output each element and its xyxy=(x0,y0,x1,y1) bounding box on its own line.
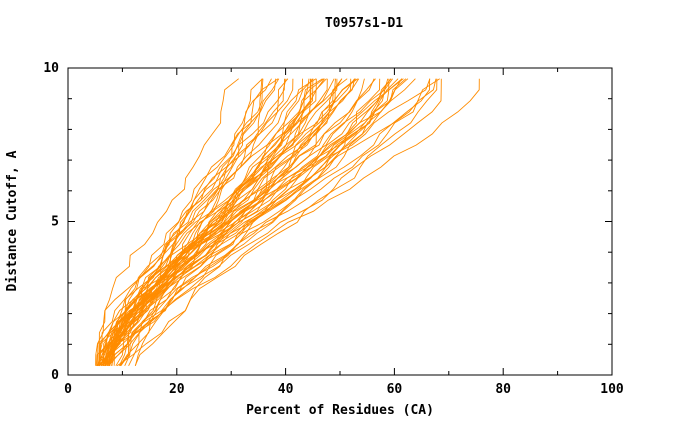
model-accuracy-curve xyxy=(113,78,375,366)
model-accuracy-curve xyxy=(99,78,304,366)
y-tick-label: 0 xyxy=(51,368,59,383)
model-accuracy-curve xyxy=(98,78,239,366)
model-accuracy-curve xyxy=(97,78,399,366)
model-accuracy-curve xyxy=(118,78,365,366)
x-tick-label: 60 xyxy=(387,382,403,397)
model-accuracy-curve xyxy=(108,78,277,366)
model-accuracy-curve xyxy=(101,78,480,367)
axes: 0 20 40 60 80 100 0 5 10 xyxy=(43,61,624,397)
model-accuracy-curve xyxy=(102,78,355,366)
chart-title: T0957s1-D1 xyxy=(325,16,403,31)
y-tick-label: 10 xyxy=(43,61,59,76)
model-accuracy-curve xyxy=(128,78,263,366)
model-accuracy-curve xyxy=(95,78,343,366)
model-accuracy-curve xyxy=(115,78,280,367)
model-curves xyxy=(95,78,480,367)
model-accuracy-curve xyxy=(116,78,438,367)
x-tick-label: 20 xyxy=(169,382,185,397)
model-accuracy-curve xyxy=(104,78,325,367)
x-tick-label: 100 xyxy=(600,382,624,397)
model-accuracy-curve xyxy=(107,78,289,366)
x-tick-label: 40 xyxy=(278,382,294,397)
model-accuracy-curve xyxy=(107,78,279,366)
model-accuracy-curve xyxy=(100,78,335,366)
model-accuracy-curve xyxy=(99,78,431,367)
model-accuracy-curve xyxy=(124,78,440,366)
x-axis-label: Percent of Residues (CA) xyxy=(246,403,434,418)
model-accuracy-curve xyxy=(119,78,389,367)
model-accuracy-curve xyxy=(134,78,343,366)
model-accuracy-curve xyxy=(108,78,357,366)
y-axis-label: Distance Cutoff, A xyxy=(5,150,20,291)
model-accuracy-curve xyxy=(110,78,442,366)
model-accuracy-curve xyxy=(96,78,404,367)
x-tick-label: 80 xyxy=(495,382,511,397)
x-tick-label: 0 xyxy=(64,382,72,397)
model-accuracy-curve xyxy=(134,78,381,366)
model-accuracy-curve xyxy=(101,78,317,367)
y-tick-label: 5 xyxy=(51,215,59,230)
model-accuracy-curve xyxy=(104,78,390,366)
model-accuracy-curve xyxy=(104,78,416,367)
